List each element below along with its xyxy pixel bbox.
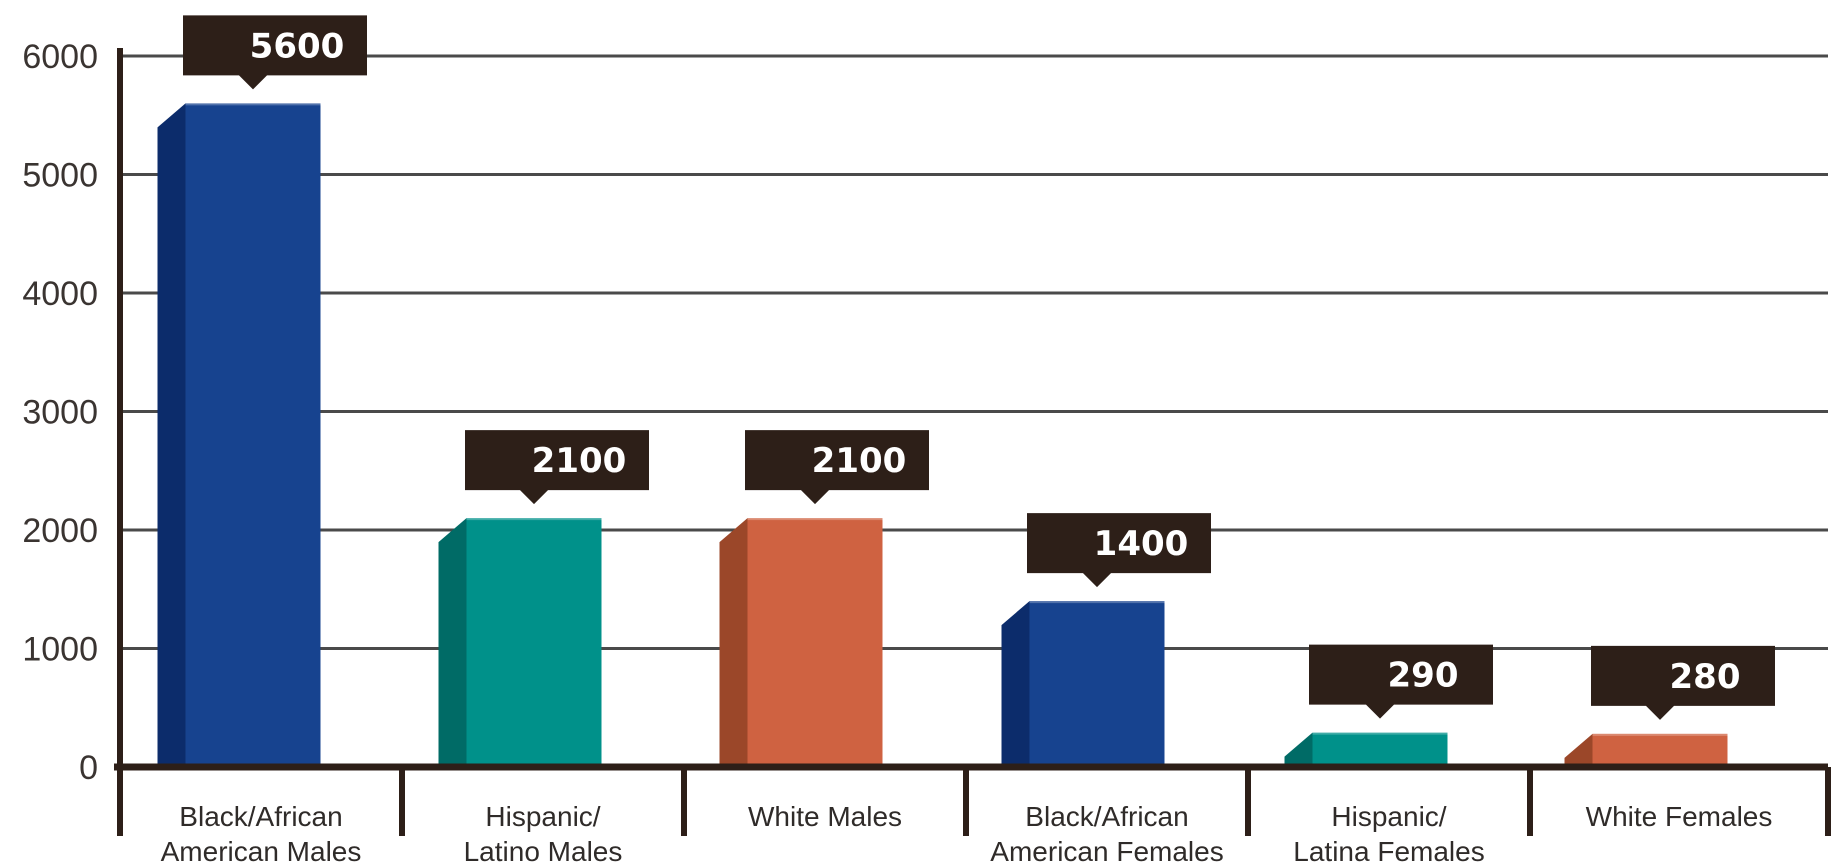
bar-side-1	[157, 103, 186, 767]
y-tick-label-6000: 6000	[22, 38, 98, 76]
y-tick-label-2000: 2000	[22, 512, 98, 550]
data-labels: 5600 2100 2100 1400 290 280	[183, 15, 1775, 720]
gridlines	[120, 54, 1828, 650]
data-label-box-4	[1027, 513, 1211, 588]
bar-side-6	[1564, 733, 1593, 767]
x-category-label-line: Latina Females	[1293, 836, 1484, 864]
data-label-callout-1: 5600	[183, 15, 367, 90]
axes	[114, 48, 1831, 836]
bar-3	[747, 518, 883, 767]
bars	[157, 103, 1728, 767]
x-category-label-line: White Females	[1586, 801, 1773, 832]
data-label-5: 290	[1388, 656, 1459, 696]
bar-side-3	[719, 518, 748, 767]
category-labels: Black/African American Males Hispanic/Lati…	[161, 801, 1773, 864]
data-label-6: 280	[1670, 657, 1741, 697]
bar-group-4	[1001, 601, 1165, 767]
x-category-label-line: American Males	[161, 836, 362, 864]
bar-side-4	[1001, 601, 1030, 767]
data-label-box-1	[183, 15, 367, 90]
y-tick-label-0: 0	[79, 749, 98, 787]
x-category-label-line: Latino Males	[464, 836, 623, 864]
bar-group-5	[1284, 732, 1448, 767]
x-category-label-3: White Males	[748, 801, 902, 832]
bar-group-6	[1564, 733, 1728, 767]
y-tick-label-3000: 3000	[22, 394, 98, 432]
data-label-3: 2100	[812, 441, 907, 481]
y-tick-label-5000: 5000	[22, 157, 98, 195]
x-category-label-4: Black/African American Females	[990, 801, 1223, 864]
x-category-label-line: Black/African	[1025, 801, 1188, 832]
data-label-callout-2: 2100	[465, 430, 649, 505]
x-category-label-line: Hispanic/	[1331, 801, 1446, 832]
x-category-label-6: White Females	[1586, 801, 1773, 832]
data-label-box-3	[745, 430, 929, 505]
data-label-callout-3: 2100	[745, 430, 929, 505]
data-label-callout-4: 1400	[1027, 513, 1211, 588]
bar-group-3	[719, 518, 883, 767]
data-label-box-2	[465, 430, 649, 505]
bar-1	[185, 103, 321, 767]
data-label-2: 2100	[532, 441, 627, 481]
x-category-label-5: Hispanic/Latina Females	[1293, 801, 1484, 864]
data-label-box-5	[1309, 644, 1493, 719]
x-category-label-line: Black/African	[179, 801, 342, 832]
bar-2	[466, 518, 602, 767]
bar-side-5	[1284, 732, 1313, 767]
x-category-label-1: Black/African American Males	[161, 801, 362, 864]
x-category-label-line: Hispanic/	[485, 801, 600, 832]
bar-side-2	[438, 518, 467, 767]
y-tick-label-1000: 1000	[22, 631, 98, 669]
bar-4	[1029, 601, 1165, 767]
data-label-box-6	[1591, 645, 1775, 720]
bar-5	[1312, 732, 1448, 767]
bar-6	[1592, 733, 1728, 767]
data-label-4: 1400	[1094, 524, 1189, 564]
data-label-callout-5: 290	[1309, 644, 1493, 719]
bar-group-1	[157, 103, 321, 767]
bar-group-2	[438, 518, 602, 767]
data-label-callout-6: 280	[1591, 645, 1775, 720]
x-category-label-2: Hispanic/Latino Males	[464, 801, 623, 864]
data-label-1: 5600	[250, 26, 345, 66]
y-tick-label-4000: 4000	[22, 275, 98, 313]
y-axis-ticks: 0 1000 2000 3000 4000 5000 6000	[22, 38, 98, 787]
x-category-label-line: American Females	[990, 836, 1223, 864]
x-category-label-line: White Males	[748, 801, 902, 832]
